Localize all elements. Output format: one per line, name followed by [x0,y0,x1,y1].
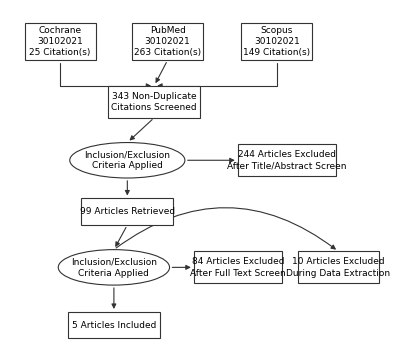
Text: 343 Non-Duplicate
Citations Screened: 343 Non-Duplicate Citations Screened [111,91,197,112]
FancyBboxPatch shape [108,86,200,118]
FancyBboxPatch shape [132,23,203,60]
Ellipse shape [58,250,170,285]
FancyBboxPatch shape [238,144,336,176]
Text: Cochrane
30102021
25 Citation(s): Cochrane 30102021 25 Citation(s) [30,26,91,57]
Text: 10 Articles Excluded
During Data Extraction: 10 Articles Excluded During Data Extract… [286,257,390,278]
Text: Inclusion/Exclusion
Criteria Applied: Inclusion/Exclusion Criteria Applied [71,257,157,278]
FancyBboxPatch shape [68,312,160,339]
Text: Inclusion/Exclusion
Criteria Applied: Inclusion/Exclusion Criteria Applied [84,150,170,171]
Text: Scopus
30102021
149 Citation(s): Scopus 30102021 149 Citation(s) [244,26,310,57]
Text: 5 Articles Included: 5 Articles Included [72,321,156,330]
FancyBboxPatch shape [194,251,282,283]
Text: 244 Articles Excluded
After Title/Abstract Screen: 244 Articles Excluded After Title/Abstra… [227,150,346,171]
FancyBboxPatch shape [81,198,173,225]
Text: 84 Articles Excluded
After Full Text Screen: 84 Articles Excluded After Full Text Scr… [190,257,286,278]
Text: PubMed
30102021
263 Citation(s): PubMed 30102021 263 Citation(s) [134,26,201,57]
Text: 99 Articles Retrieved: 99 Articles Retrieved [80,207,175,216]
FancyBboxPatch shape [298,251,379,283]
FancyBboxPatch shape [242,23,312,60]
FancyBboxPatch shape [25,23,96,60]
Ellipse shape [70,142,185,178]
